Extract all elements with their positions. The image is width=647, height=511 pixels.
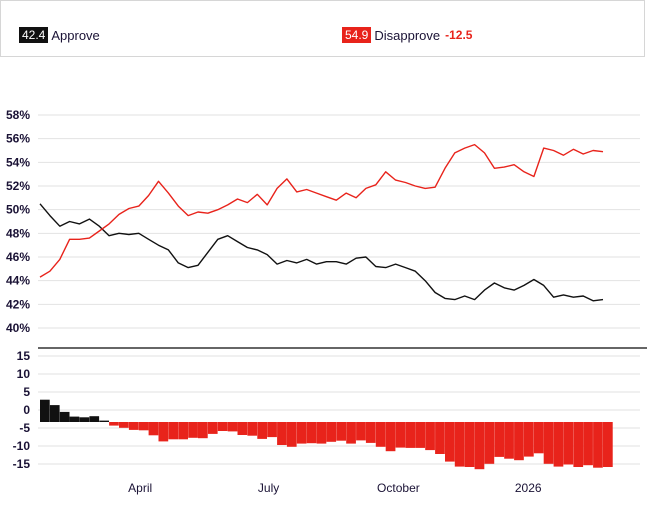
net-bar xyxy=(603,422,613,467)
legend-approve: 42.4 Approve xyxy=(19,27,100,43)
net-bar xyxy=(395,422,406,448)
net-bar xyxy=(454,422,465,467)
net-bar xyxy=(504,422,514,459)
y-tick-label: 44% xyxy=(6,274,30,288)
net-bar xyxy=(494,422,505,457)
disapprove-value-badge: 54.9 xyxy=(342,27,372,43)
net-bar xyxy=(435,422,445,454)
net-bar xyxy=(425,422,435,451)
y-tick-label: -5 xyxy=(19,421,30,435)
net-bar xyxy=(79,417,90,422)
approve-value-badge: 42.4 xyxy=(19,27,49,43)
net-bar xyxy=(59,411,70,422)
line-chart-series xyxy=(39,143,604,302)
net-bar xyxy=(188,422,198,438)
y-tick-label: -10 xyxy=(13,439,31,453)
approve-line xyxy=(39,203,604,302)
net-bars xyxy=(40,399,613,470)
line-chart-y-ticks: 58% 56% 54% 52% 50% 48% 46% 44% 42% 40% xyxy=(6,108,30,335)
net-bar xyxy=(227,422,238,432)
y-tick-label: 58% xyxy=(6,108,30,122)
net-bar xyxy=(277,422,287,445)
net-bar xyxy=(533,422,544,454)
net-bar xyxy=(326,422,337,442)
y-tick-label: 40% xyxy=(6,321,30,335)
net-bar xyxy=(148,422,159,436)
net-bar xyxy=(89,416,100,422)
net-approval-value: -12.5 xyxy=(445,28,473,42)
x-tick-label: October xyxy=(377,481,420,495)
net-bar xyxy=(217,422,228,431)
y-tick-label: -15 xyxy=(13,457,31,471)
net-bar xyxy=(484,422,495,464)
bar-chart-y-ticks: 15 10 5 0 -5 -10 -15 xyxy=(13,349,31,471)
y-tick-label: 54% xyxy=(6,155,30,169)
net-bar xyxy=(69,416,80,422)
net-bar xyxy=(237,422,248,435)
net-bar xyxy=(563,422,574,465)
y-tick-label: 52% xyxy=(6,179,30,193)
net-bar xyxy=(178,422,189,440)
net-bar xyxy=(40,399,50,422)
net-bar xyxy=(573,422,584,467)
net-bar xyxy=(138,422,149,431)
line-chart-grid xyxy=(38,114,640,329)
x-tick-label: 2026 xyxy=(515,481,542,495)
net-bar xyxy=(128,422,139,430)
net-bar xyxy=(464,422,475,467)
disapprove-label: Disapprove xyxy=(374,27,441,43)
net-bar xyxy=(514,422,524,461)
net-bar xyxy=(99,420,110,422)
x-tick-label: April xyxy=(128,481,152,495)
x-axis-ticks: April July October 2026 xyxy=(128,481,542,495)
y-tick-label: 42% xyxy=(6,297,30,311)
y-tick-label: 56% xyxy=(6,132,30,146)
y-tick-label: 46% xyxy=(6,250,30,264)
net-bar xyxy=(257,422,268,439)
net-bar xyxy=(306,422,317,444)
net-bar xyxy=(553,422,564,467)
net-bar xyxy=(346,422,356,444)
net-bar xyxy=(593,422,603,468)
net-bar xyxy=(385,422,396,452)
net-bar xyxy=(583,422,593,466)
net-bar xyxy=(365,422,376,443)
net-bar xyxy=(375,422,386,447)
net-bar xyxy=(474,422,485,470)
net-bar xyxy=(296,422,307,444)
y-tick-label: 5 xyxy=(23,385,30,399)
y-tick-label: 48% xyxy=(6,226,30,240)
y-tick-label: 15 xyxy=(17,349,31,363)
y-tick-label: 0 xyxy=(23,403,30,417)
approve-label: Approve xyxy=(51,27,100,43)
net-bar xyxy=(336,422,347,441)
net-bar xyxy=(207,422,218,434)
net-bar xyxy=(109,422,119,426)
net-bar xyxy=(247,422,258,436)
net-bar xyxy=(445,422,455,462)
net-bar xyxy=(415,422,426,448)
net-bar xyxy=(316,422,327,444)
net-bar xyxy=(158,422,169,442)
chart-legend: 42.4 Approve 54.9 Disapprove -12.5 xyxy=(0,0,645,57)
net-bar xyxy=(267,422,277,438)
net-bar xyxy=(49,405,60,422)
x-tick-label: July xyxy=(258,481,279,495)
net-bar xyxy=(286,422,297,447)
net-bar xyxy=(356,422,366,441)
net-bar xyxy=(168,422,179,440)
legend-disapprove: 54.9 Disapprove -12.5 xyxy=(342,27,472,43)
disapprove-line xyxy=(39,143,604,278)
net-bar xyxy=(543,422,554,464)
net-bar xyxy=(119,422,129,428)
net-bar xyxy=(198,422,208,439)
y-tick-label: 50% xyxy=(6,203,30,217)
net-bar xyxy=(524,422,534,457)
y-tick-label: 10 xyxy=(17,367,31,381)
net-bar xyxy=(405,422,416,448)
